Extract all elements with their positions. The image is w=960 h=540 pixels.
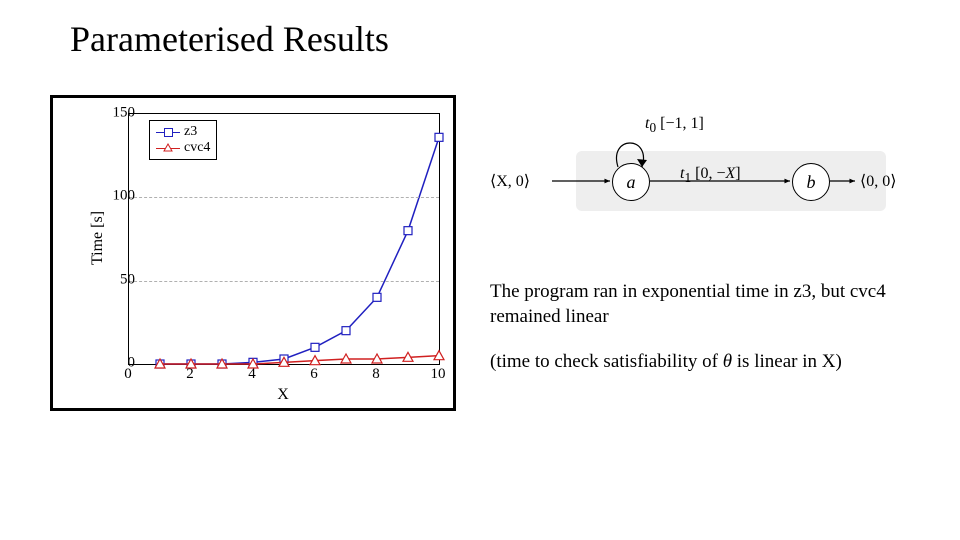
left-input-label: ⟨X, 0⟩ (490, 171, 530, 191)
legend-item: z3 (156, 124, 210, 140)
x-tick: 6 (310, 366, 318, 383)
plot-area: z3cvc4 (128, 113, 440, 365)
x-axis-label: X (277, 386, 289, 404)
x-tick: 2 (186, 366, 194, 383)
x-tick: 10 (431, 366, 446, 383)
chart-container: Time [s] X z3cvc4 050100150 0246810 (50, 95, 456, 411)
legend-item: cvc4 (156, 140, 210, 156)
right-output-label: ⟨0, 0⟩ (860, 171, 896, 191)
t0-label: t0 [−1, 1] (645, 115, 704, 136)
x-tick: 0 (124, 366, 132, 383)
slide-title: Parameterised Results (70, 18, 389, 60)
description-paragraph-1: The program ran in exponential time in z… (490, 280, 920, 329)
legend: z3cvc4 (149, 120, 217, 160)
y-axis-label: Time [s] (89, 211, 107, 265)
state-node: b (792, 163, 830, 201)
state-node: a (612, 163, 650, 201)
x-tick: 8 (372, 366, 380, 383)
x-tick: 4 (248, 366, 256, 383)
y-tick: 100 (113, 188, 136, 205)
state-diagram: a b ⟨X, 0⟩ ⟨0, 0⟩ t0 [−1, 1] t1 [0, −X] (490, 105, 920, 235)
description-paragraph-2: (time to check satisfiability of θ is li… (490, 350, 920, 375)
y-tick: 50 (120, 271, 135, 288)
t1-label: t1 [0, −X] (680, 165, 741, 186)
y-tick: 150 (113, 105, 136, 122)
